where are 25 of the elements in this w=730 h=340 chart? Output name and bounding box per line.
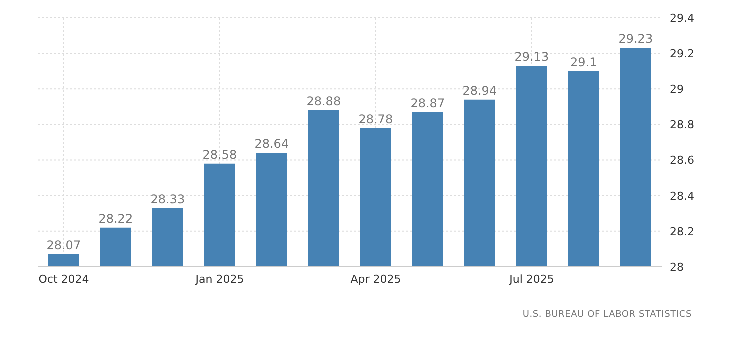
y-tick-label: 28.4	[670, 190, 694, 203]
y-tick-label: 29.2	[670, 47, 694, 60]
data-label: 28.78	[358, 112, 394, 126]
y-tick-label: 28.8	[670, 118, 694, 132]
x-tick-label: Oct 2024	[38, 272, 90, 286]
text: U.S. BUREAU OF LABOR STATISTICS	[522, 310, 692, 320]
data-label: 28.88	[306, 94, 342, 108]
data-label: 28.87	[410, 96, 446, 110]
data-label: 28.22	[98, 212, 134, 226]
x-tick-label: Apr 2025	[350, 272, 402, 286]
y-tick-label: 28	[670, 260, 684, 274]
data-label: 28.94	[462, 84, 498, 98]
data-label: 28.64	[254, 137, 290, 152]
x-tick-label: Jul 2025	[508, 272, 554, 286]
data-label: 29.13	[514, 50, 550, 64]
y-tick-label: 28.6	[670, 154, 694, 168]
data-label: 29.23	[618, 32, 654, 46]
data-label: 29.1	[570, 55, 598, 70]
y-tick-label: 28.2	[670, 225, 694, 238]
x-tick-label: Jan 2025	[194, 272, 244, 286]
data-label: 28.58	[202, 148, 238, 162]
data-label: 28.07	[46, 238, 82, 253]
y-tick-label: 29	[670, 83, 684, 96]
y-tick-label: 29.4	[670, 12, 694, 25]
data-label: 28.33	[150, 192, 186, 206]
